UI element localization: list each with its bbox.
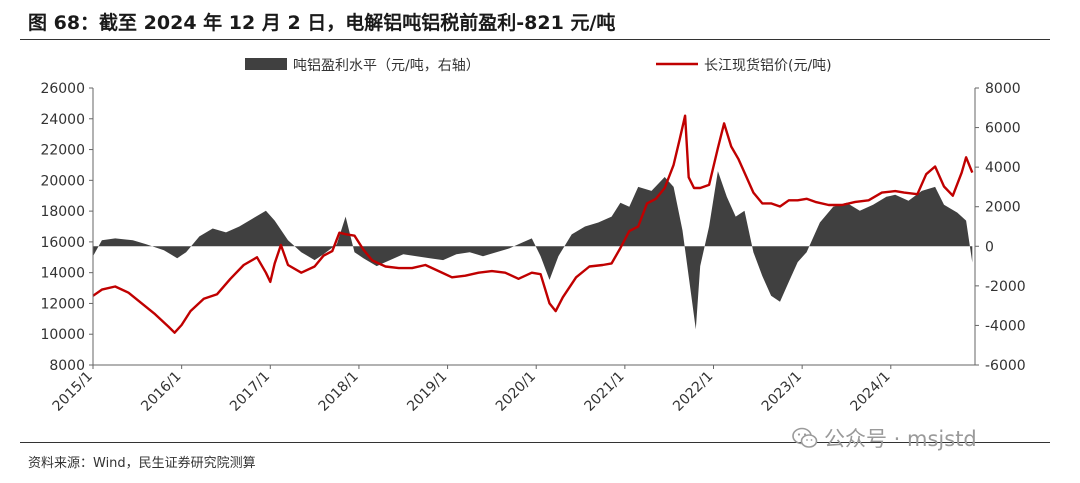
- top-rule: [20, 39, 1050, 40]
- y-left-tick-label: 16000: [40, 235, 85, 251]
- source-note: 资料来源：Wind，民生证券研究院测算: [28, 456, 256, 471]
- series-area-profit: [93, 171, 973, 330]
- wechat-icon: [792, 427, 818, 448]
- y-right-tick-label: 2000: [985, 200, 1021, 216]
- plot-area: [92, 114, 974, 334]
- figure-title: 图 68：截至 2024 年 12 月 2 日，电解铝吨铝税前盈利-821 元/…: [28, 12, 616, 34]
- y-left-tick-label: 24000: [40, 112, 85, 128]
- y-right-tick-label: 4000: [985, 160, 1021, 176]
- y-right-tick-label: -4000: [985, 318, 1026, 334]
- x-tick-label: 2018/1: [316, 369, 362, 415]
- y-right-tick-label: -2000: [985, 279, 1026, 295]
- y-left-tick-label: 10000: [40, 327, 85, 343]
- x-tick-label: 2023/1: [759, 369, 805, 415]
- x-tick-label: 2015/1: [50, 369, 96, 415]
- x-tick-label: 2017/1: [227, 369, 273, 415]
- y-left-tick-label: 14000: [40, 266, 85, 282]
- watermark-text: 公众号 · msjstd: [824, 427, 977, 451]
- x-tick-label: 2020/1: [493, 369, 539, 415]
- y-left-tick-label: 22000: [40, 143, 85, 159]
- y-right-tick-label: 0: [985, 239, 994, 255]
- x-tick-label: 2024/1: [847, 369, 893, 415]
- y-left-tick-label: 20000: [40, 173, 85, 189]
- y-right-tick-label: -6000: [985, 358, 1026, 374]
- x-tick-label: 2021/1: [582, 369, 628, 415]
- x-tick-label: 2016/1: [138, 369, 184, 415]
- chart: 吨铝盈利水平（元/吨，右轴） 长江现货铝价(元/吨) 26000 24000 2200…: [40, 57, 1026, 415]
- x-tick-label: 2019/1: [404, 369, 450, 415]
- y-left-tick-label: 12000: [40, 296, 85, 312]
- y-left-tick-label: 8000: [49, 358, 85, 374]
- legend: 吨铝盈利水平（元/吨，右轴） 长江现货铝价(元/吨): [245, 57, 832, 74]
- watermark: 公众号 · msjstd: [792, 423, 977, 453]
- y-right-tick-label: 6000: [985, 121, 1021, 137]
- legend-label-price: 长江现货铝价(元/吨): [704, 57, 832, 74]
- y-left-tick-label: 18000: [40, 204, 85, 220]
- y-left-tick-label: 26000: [40, 81, 85, 97]
- x-tick-label: 2022/1: [670, 369, 716, 415]
- bottom-rule: [20, 442, 1050, 443]
- series-line-price: [92, 114, 974, 334]
- legend-label-profit: 吨铝盈利水平（元/吨，右轴）: [293, 58, 480, 74]
- y-right-tick-label: 8000: [985, 81, 1021, 97]
- legend-swatch-profit: [245, 58, 287, 70]
